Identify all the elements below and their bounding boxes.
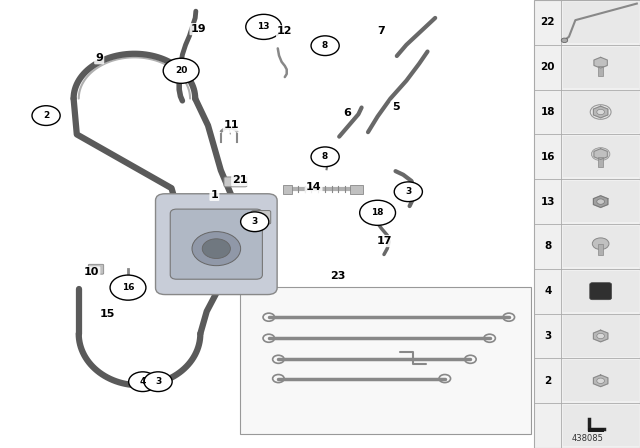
- Bar: [563, 315, 639, 357]
- Bar: [598, 244, 604, 255]
- Circle shape: [202, 239, 230, 258]
- Circle shape: [596, 199, 605, 204]
- Text: 20: 20: [541, 62, 555, 72]
- Bar: [598, 157, 604, 167]
- Text: 23: 23: [330, 271, 346, 280]
- Text: 3: 3: [252, 217, 258, 226]
- Bar: [563, 360, 639, 401]
- Polygon shape: [593, 330, 608, 342]
- Polygon shape: [593, 375, 608, 387]
- Text: 9: 9: [95, 53, 103, 63]
- Circle shape: [246, 14, 282, 39]
- Bar: [240, 287, 531, 434]
- Circle shape: [129, 372, 157, 392]
- Text: 8: 8: [322, 152, 328, 161]
- Text: 3: 3: [405, 187, 412, 196]
- Text: 6: 6: [343, 108, 351, 118]
- Polygon shape: [593, 106, 608, 118]
- Polygon shape: [600, 57, 607, 63]
- Bar: [563, 181, 639, 222]
- Circle shape: [163, 58, 199, 83]
- Text: 18: 18: [371, 208, 384, 217]
- Text: 10: 10: [84, 267, 99, 277]
- Bar: [283, 185, 292, 194]
- Text: 3: 3: [544, 331, 552, 341]
- Text: 8: 8: [544, 241, 552, 251]
- Polygon shape: [594, 63, 600, 68]
- Text: 7: 7: [377, 26, 385, 36]
- Text: 15: 15: [100, 310, 115, 319]
- Circle shape: [144, 372, 172, 392]
- Circle shape: [596, 378, 605, 383]
- FancyBboxPatch shape: [88, 264, 104, 274]
- Circle shape: [591, 148, 610, 160]
- Text: 12: 12: [277, 26, 292, 36]
- Bar: [563, 136, 639, 177]
- Circle shape: [192, 232, 241, 266]
- Text: 13: 13: [541, 197, 555, 207]
- Bar: [598, 66, 604, 76]
- Circle shape: [110, 275, 146, 300]
- FancyBboxPatch shape: [170, 209, 262, 279]
- Circle shape: [394, 182, 422, 202]
- Circle shape: [596, 333, 605, 339]
- Circle shape: [241, 212, 269, 232]
- Text: 22: 22: [541, 17, 555, 27]
- Bar: [534, 0, 640, 448]
- FancyBboxPatch shape: [224, 177, 247, 187]
- FancyBboxPatch shape: [252, 211, 271, 224]
- Polygon shape: [594, 60, 600, 65]
- Text: 2: 2: [43, 111, 49, 120]
- Bar: [563, 2, 639, 43]
- FancyBboxPatch shape: [156, 194, 277, 295]
- Text: 16: 16: [122, 283, 134, 292]
- Text: 21: 21: [232, 175, 248, 185]
- Circle shape: [561, 38, 568, 43]
- Text: 16: 16: [541, 152, 555, 162]
- Bar: [563, 91, 639, 133]
- Bar: [350, 185, 363, 194]
- Polygon shape: [600, 60, 607, 65]
- Text: 14: 14: [306, 182, 321, 192]
- Polygon shape: [600, 63, 607, 68]
- Circle shape: [596, 109, 605, 115]
- Text: 13: 13: [257, 22, 270, 31]
- Circle shape: [593, 238, 609, 250]
- Bar: [563, 47, 639, 88]
- Text: 5: 5: [392, 102, 399, 112]
- Text: 2: 2: [544, 376, 552, 386]
- Circle shape: [360, 200, 396, 225]
- Text: 438085: 438085: [572, 434, 603, 443]
- Bar: [589, 428, 605, 432]
- Polygon shape: [594, 57, 600, 63]
- Text: 3: 3: [155, 377, 161, 386]
- Text: 19: 19: [191, 24, 206, 34]
- Text: 8: 8: [322, 41, 328, 50]
- Bar: [563, 405, 639, 446]
- FancyBboxPatch shape: [590, 283, 612, 300]
- Text: 11: 11: [224, 121, 239, 130]
- Circle shape: [311, 36, 339, 56]
- Circle shape: [311, 147, 339, 167]
- Bar: [563, 271, 639, 312]
- Text: 4: 4: [544, 286, 552, 296]
- Polygon shape: [594, 149, 607, 159]
- Text: 18: 18: [541, 107, 555, 117]
- Bar: [563, 226, 639, 267]
- Text: 20: 20: [175, 66, 188, 75]
- Circle shape: [32, 106, 60, 125]
- Text: 17: 17: [377, 236, 392, 246]
- Text: 4: 4: [140, 377, 146, 386]
- Text: 1: 1: [211, 190, 218, 200]
- Polygon shape: [593, 196, 608, 207]
